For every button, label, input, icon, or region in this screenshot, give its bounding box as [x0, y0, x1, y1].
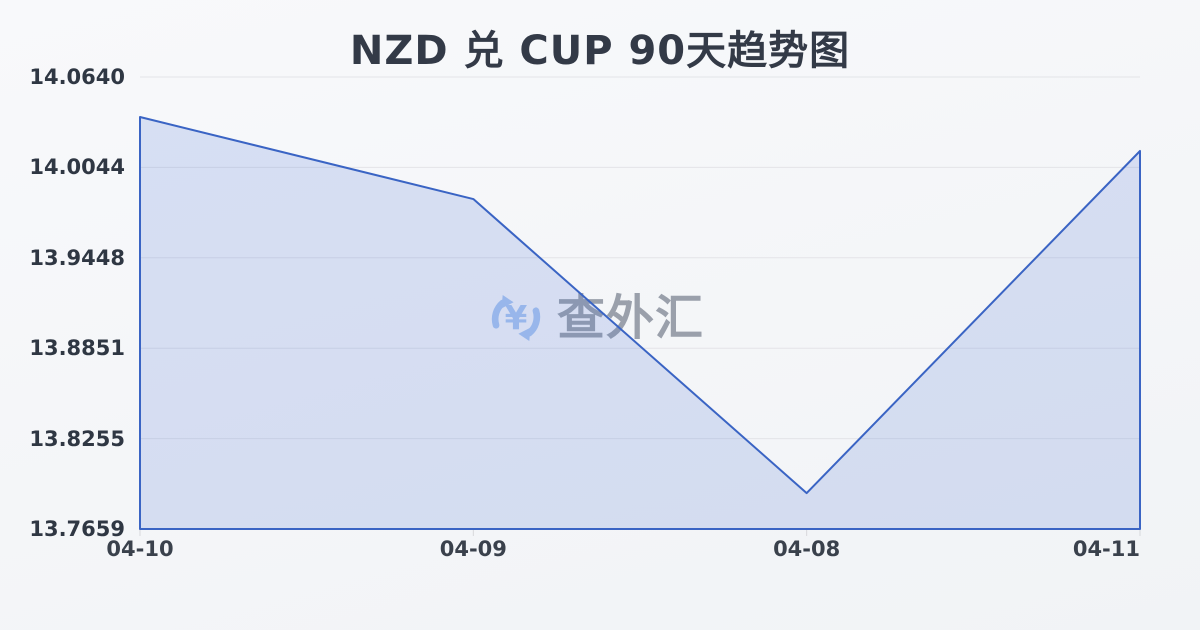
y-axis-label: 13.8851: [29, 336, 125, 361]
y-axis-label: 14.0044: [29, 155, 125, 180]
chart-title: NZD 兑 CUP 90天趋势图: [349, 28, 851, 74]
y-axis-label: 14.0640: [29, 65, 125, 89]
x-axis-label: 04-08: [773, 537, 841, 561]
watermark: ¥ 查外汇: [487, 289, 704, 347]
currency-exchange-icon: ¥: [487, 289, 545, 347]
x-axis-label: 04-11: [1072, 537, 1140, 561]
svg-text:¥: ¥: [505, 299, 528, 337]
x-axis-label: 04-10: [106, 537, 174, 561]
trend-area-series: [139, 116, 1141, 530]
y-axis-label: 13.8255: [29, 426, 125, 451]
y-axis-label: 13.9448: [29, 245, 125, 270]
x-axis-label: 04-09: [439, 537, 507, 561]
y-axis-label: 13.7659: [29, 517, 125, 541]
